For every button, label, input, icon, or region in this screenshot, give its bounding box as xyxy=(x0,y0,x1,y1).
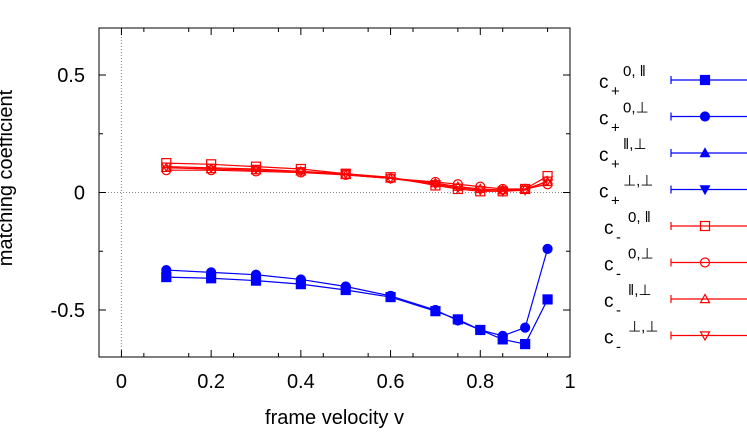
data-point xyxy=(340,281,351,292)
legend-marker xyxy=(699,74,711,86)
legend-subscript: + xyxy=(611,83,620,100)
x-tick-label: 0.4 xyxy=(287,371,315,393)
legend-label: c xyxy=(599,145,609,166)
data-point xyxy=(452,315,463,326)
series-1 xyxy=(161,272,553,350)
legend-marker xyxy=(699,220,711,232)
data-point xyxy=(474,185,486,196)
data-point xyxy=(520,322,531,333)
y-axis-title: matching coefficient xyxy=(0,89,17,266)
data-point xyxy=(475,324,486,336)
x-tick-label: 0.6 xyxy=(377,371,405,393)
legend-marker xyxy=(699,185,711,196)
series-line xyxy=(166,276,549,345)
data-point xyxy=(474,183,486,194)
legend-marker xyxy=(699,331,711,342)
legend-superscript: 0,⊥ xyxy=(628,246,654,263)
legend-entry-1: c +0, ‖ xyxy=(599,63,747,100)
legend-subscript: - xyxy=(616,229,621,246)
y-tick-label: 0 xyxy=(74,183,85,205)
legend-entry-6: c -0,⊥ xyxy=(604,246,747,283)
legend-superscript: ⊥,⊥ xyxy=(628,319,658,336)
data-point xyxy=(497,330,508,341)
data-point xyxy=(430,304,441,316)
axes: 0 0.2 0.4 0.6 0.8 1 0.5 0 -0.5 xyxy=(51,28,576,393)
legend-marker xyxy=(699,257,711,268)
data-point xyxy=(206,267,217,278)
legend-label: c xyxy=(599,72,609,93)
data-point xyxy=(542,179,553,190)
legend-entry-8: c -⊥,⊥ xyxy=(604,319,747,356)
series-2 xyxy=(161,243,553,341)
data-point xyxy=(340,169,352,180)
data-point xyxy=(250,164,262,175)
legend-entry-2: c +0,⊥ xyxy=(599,100,747,137)
data-point xyxy=(542,176,554,187)
x-tick-label: 0 xyxy=(116,371,127,393)
legend-subscript: - xyxy=(616,302,621,319)
legend-subscript: + xyxy=(611,156,620,173)
series-8 xyxy=(160,162,554,198)
data-point xyxy=(542,243,553,254)
x-axis-title: frame velocity v xyxy=(265,407,404,429)
series-line xyxy=(166,167,548,191)
legend-subscript: - xyxy=(616,339,621,356)
data-point xyxy=(250,269,262,280)
data-point xyxy=(452,180,464,191)
legend-marker xyxy=(699,293,711,304)
legend-subscript: - xyxy=(616,266,621,283)
data-point xyxy=(295,163,306,175)
legend-entry-5: c -0, ‖ xyxy=(604,209,747,246)
legend: c +0, ‖c +0,⊥c +‖,⊥c +⊥,⊥c -0, ‖c -0,⊥c -‖,⊥c -⊥… xyxy=(599,63,747,356)
data-point xyxy=(161,165,172,176)
data-point xyxy=(497,184,509,195)
data-point xyxy=(295,274,306,285)
legend-label: c xyxy=(604,328,614,349)
legend-superscript: ‖,⊥ xyxy=(628,282,651,299)
legend-superscript: ‖,⊥ xyxy=(623,136,646,153)
legend-label: c xyxy=(604,255,614,276)
data-point xyxy=(385,174,397,185)
data-point xyxy=(385,290,396,301)
legend-label: c xyxy=(604,218,614,239)
legend-superscript: 0,⊥ xyxy=(623,100,649,117)
data-point xyxy=(429,177,441,188)
data-point xyxy=(429,180,441,191)
legend-entry-7: c -‖,⊥ xyxy=(604,282,747,319)
data-point xyxy=(161,264,172,276)
series-line xyxy=(166,166,548,192)
legend-entry-3: c +‖,⊥ xyxy=(599,136,747,173)
legend-entry-4: c +⊥,⊥ xyxy=(599,173,747,210)
series-group xyxy=(160,158,554,350)
legend-superscript: 0, ‖ xyxy=(623,63,646,80)
series-line xyxy=(166,169,548,190)
data-point xyxy=(205,163,217,174)
data-point xyxy=(542,294,553,305)
legend-superscript: 0, ‖ xyxy=(628,209,651,226)
data-point xyxy=(519,183,531,194)
legend-marker xyxy=(699,111,711,122)
data-point xyxy=(497,187,509,198)
data-point xyxy=(520,338,531,350)
data-point xyxy=(452,183,464,194)
legend-label: c xyxy=(604,291,614,312)
data-point xyxy=(542,170,553,182)
x-tick-label: 0.8 xyxy=(466,371,494,393)
x-tick-label: 1 xyxy=(564,371,575,393)
y-tick-label: 0.5 xyxy=(57,65,85,87)
x-tick-label: 0.2 xyxy=(197,371,225,393)
y-tick-label: -0.5 xyxy=(51,300,85,322)
legend-marker xyxy=(699,147,711,158)
legend-subscript: + xyxy=(611,193,620,210)
legend-subscript: + xyxy=(611,120,620,137)
legend-superscript: ⊥,⊥ xyxy=(623,173,653,190)
data-point xyxy=(295,167,307,178)
legend-label: c xyxy=(599,182,609,203)
data-point xyxy=(160,162,172,173)
data-point xyxy=(519,185,531,196)
legend-label: c xyxy=(599,109,609,130)
